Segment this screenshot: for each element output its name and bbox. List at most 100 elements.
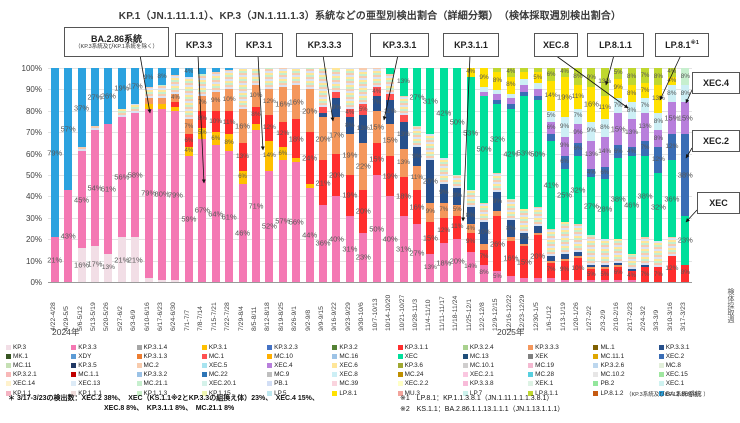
bar-segment: 4% bbox=[627, 147, 636, 156]
segment-value-label: 8% bbox=[626, 72, 637, 80]
segment-value-label: 20% bbox=[422, 176, 438, 186]
legend-swatch bbox=[528, 381, 534, 386]
bar-segment: 17% bbox=[87, 245, 102, 282]
legend-item: MC.39 bbox=[332, 380, 395, 387]
bar-segment: 8% bbox=[493, 72, 502, 90]
footnote-line-1: ＊ 3/17-3/23の検出数：XEC.2 38%、 XEC（KS.1.1※2と… bbox=[8, 395, 319, 402]
x-tick-label: 7/1-7/7 bbox=[183, 309, 191, 331]
legend-item: KP.1.1.3 bbox=[136, 389, 200, 398]
segment-value-label: 6% bbox=[546, 125, 556, 131]
bar-segment: 80% bbox=[155, 108, 170, 280]
legend-item: XEC.2.2 bbox=[397, 380, 461, 387]
legend-item-label: KP.3.3.1 bbox=[665, 344, 690, 351]
legend-item-label: MC.1 bbox=[208, 353, 225, 360]
legend-item: KP.3.1 bbox=[201, 344, 265, 351]
bar-segment: 31% bbox=[396, 215, 411, 282]
legend-item-label: XEC.6 bbox=[339, 362, 358, 369]
bar-segment: 12% bbox=[437, 217, 450, 244]
legend-item: MU.3 bbox=[397, 389, 461, 398]
gridline bbox=[48, 282, 692, 283]
segment-value-label: 8% bbox=[653, 134, 664, 142]
legend-swatch bbox=[6, 381, 11, 386]
bar-segment bbox=[533, 68, 542, 73]
bar-segment: 4% bbox=[185, 147, 193, 156]
stacked-bar: 23% 20% 22% 13% 5% bbox=[356, 68, 371, 282]
stacked-bar: 6% 38% 6% 15% 7% 9% 5% bbox=[611, 68, 626, 282]
annotation-box-KP.3.3.1: KP.3.3.1 bbox=[370, 33, 429, 57]
bar-segment: 61% bbox=[101, 123, 116, 255]
bar-segment bbox=[560, 279, 569, 282]
segment-value-label: 15% bbox=[369, 122, 385, 132]
stacked-bar: 5% 28% 6% 14% 8% 11% 13% bbox=[597, 68, 612, 282]
x-tick-label: 2/3-2/9 bbox=[599, 309, 607, 331]
bar-segment bbox=[278, 68, 287, 88]
legend-item-label: ML.1 bbox=[600, 344, 615, 351]
bar-segment: 8% bbox=[345, 117, 355, 135]
segment-value-label: 9% bbox=[412, 152, 422, 160]
x-tick-label: 11/25-12/1 bbox=[465, 299, 473, 331]
y-tick-label: 10% bbox=[25, 256, 42, 266]
x-tick-label: 10/7-10/13 bbox=[371, 298, 379, 331]
segment-value-label: 16% bbox=[74, 260, 90, 270]
bar-segment: 61% bbox=[222, 151, 237, 282]
bar-segment: 50% bbox=[477, 95, 492, 203]
segment-value-label: 8% bbox=[251, 110, 261, 118]
segment-value-label: 27% bbox=[87, 92, 103, 102]
x-tick-label: 3/17-3/23 bbox=[680, 302, 688, 331]
bar-segment: 8% bbox=[681, 68, 690, 86]
segment-value-label: 27% bbox=[583, 201, 599, 211]
bar-segment: 50% bbox=[369, 175, 384, 282]
segment-value-label: 6% bbox=[600, 169, 610, 176]
stacked-bar: 43% 57% bbox=[61, 68, 76, 282]
legend-swatch bbox=[71, 345, 77, 350]
stacked-bar: 13% 61% 26% bbox=[101, 68, 116, 282]
bar-segment bbox=[412, 125, 421, 148]
bar-segment: 8% bbox=[681, 85, 690, 103]
legend-item-label: XEC.2.1 bbox=[469, 371, 494, 378]
legend-swatch bbox=[593, 345, 599, 350]
gridline bbox=[48, 175, 692, 176]
legend-swatch bbox=[71, 372, 77, 377]
segment-value-label: 8% bbox=[157, 72, 167, 80]
bar-segment bbox=[493, 89, 502, 94]
segment-value-label: 8% bbox=[197, 115, 207, 123]
bar-segment: 46% bbox=[624, 155, 639, 255]
segment-value-label: 13% bbox=[584, 150, 598, 158]
legend-item-label: MC.19 bbox=[535, 362, 554, 369]
stacked-bar: 36% 21% 20% bbox=[316, 68, 331, 282]
segment-value-label: 46% bbox=[624, 200, 640, 210]
bar-segment: 12% bbox=[665, 134, 678, 161]
segment-value-label: 5% bbox=[493, 273, 502, 280]
bar-segment: 7% bbox=[185, 119, 193, 135]
segment-value-label: 9% bbox=[479, 73, 489, 81]
bar-segment: 79% bbox=[47, 68, 62, 238]
footnotes-right: ※1 LP.8.1：KP.1.1.3.8.1（JN.1.11.1.1.1.3.8… bbox=[400, 394, 564, 415]
bar-segment bbox=[372, 68, 381, 88]
segment-value-label: 5% bbox=[452, 207, 462, 214]
bar-segment: 8% bbox=[506, 76, 516, 94]
x-tick-label: 7/15-7/21 bbox=[210, 302, 218, 331]
bar-segment: 19% bbox=[383, 155, 398, 197]
footnote-line-2: XEC.8 8%、 KP.3.1.1 8%、 MC.21.1 8% bbox=[104, 405, 235, 413]
x-tick-label: 10/21-10/27 bbox=[398, 294, 406, 331]
legend-item: LP.8.1.2 bbox=[593, 389, 656, 398]
legend-item: LP.5 bbox=[267, 389, 330, 398]
bar-segment: 9% bbox=[332, 97, 341, 118]
segment-value-label: 10% bbox=[249, 91, 263, 99]
segment-value-label: 7% bbox=[372, 100, 382, 107]
legend-swatch bbox=[462, 354, 468, 359]
bar-segment bbox=[520, 277, 529, 282]
bar-segment: 12% bbox=[263, 115, 276, 141]
segment-value-label: 8% bbox=[506, 224, 516, 232]
bar-segment: 5% bbox=[520, 232, 529, 244]
segment-value-label: 5% bbox=[600, 271, 610, 278]
segment-value-label: 16% bbox=[409, 202, 425, 212]
legend-item-label: LP.7 bbox=[469, 390, 483, 397]
bar-segment bbox=[211, 68, 220, 73]
stacked-bar: 27% 16% 11% 9% 27% bbox=[409, 68, 424, 282]
bar-segment bbox=[587, 267, 596, 270]
bar-segment bbox=[265, 68, 274, 90]
bar-segment bbox=[614, 262, 623, 265]
bar-segment: 38% bbox=[638, 155, 653, 238]
stacked-bar: 7% 38% 7% 13% 7% 7% 7% bbox=[638, 68, 653, 282]
